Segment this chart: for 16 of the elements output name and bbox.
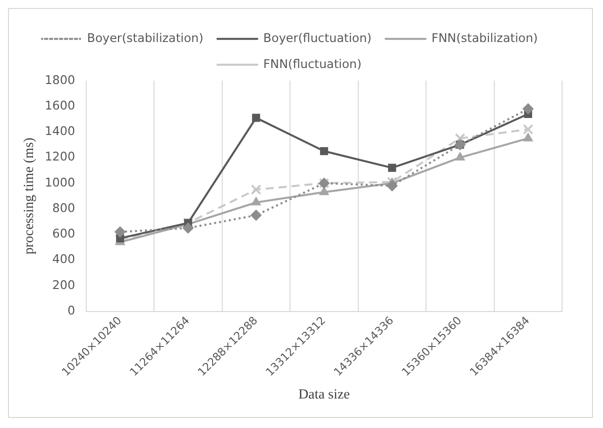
x-axis-title: Data size xyxy=(298,387,350,402)
y-tick-label: 400 xyxy=(52,252,76,266)
y-tick-label: 1200 xyxy=(44,150,76,164)
y-tick-label: 1000 xyxy=(44,175,76,190)
y-axis-title: processing time (ms) xyxy=(22,137,37,254)
legend-label: Boyer(stabilization) xyxy=(86,30,204,45)
y-tick-label: 1400 xyxy=(44,124,76,138)
legend-label: FNN(fluctuation) xyxy=(263,56,362,71)
y-tick-label: 0 xyxy=(67,303,76,318)
legend-label: Boyer(fluctuation) xyxy=(263,30,372,45)
y-tick-label: 600 xyxy=(52,226,76,241)
y-tick-label: 800 xyxy=(52,200,76,215)
y-tick-label: 1800 xyxy=(44,72,76,87)
y-tick-label: 1600 xyxy=(44,98,76,112)
legend-label: FNN(stabilization) xyxy=(432,30,538,45)
y-tick-label: 200 xyxy=(52,278,76,292)
